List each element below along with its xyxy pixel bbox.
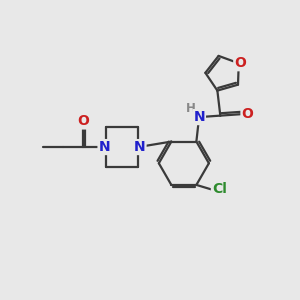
Text: O: O — [77, 114, 89, 128]
Text: N: N — [193, 110, 205, 124]
Text: Cl: Cl — [212, 182, 227, 196]
Text: O: O — [242, 107, 253, 121]
Text: H: H — [186, 102, 196, 116]
Text: O: O — [234, 56, 246, 70]
Text: N: N — [98, 140, 110, 154]
Text: N: N — [134, 140, 146, 154]
